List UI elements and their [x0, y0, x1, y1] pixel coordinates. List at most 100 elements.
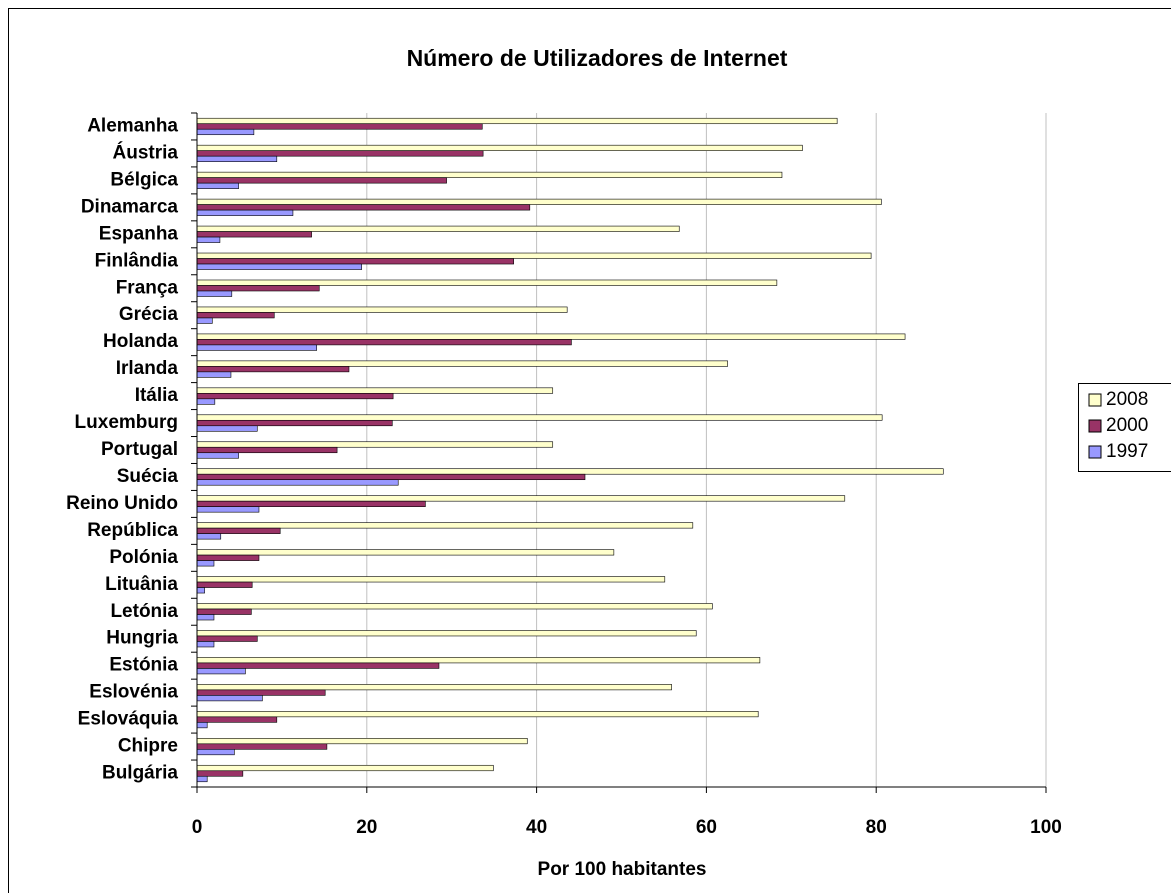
bar — [196, 344, 318, 351]
bar — [196, 716, 278, 723]
bar — [196, 608, 252, 615]
bar — [196, 581, 253, 588]
y-tick-label: República — [87, 520, 178, 541]
bar — [196, 775, 208, 783]
bar — [196, 479, 399, 486]
bar — [196, 452, 239, 459]
bar — [196, 441, 554, 448]
bar — [196, 204, 531, 211]
bar — [196, 695, 263, 702]
x-tick-label: 80 — [866, 817, 887, 838]
bar — [196, 635, 258, 642]
legend-label: 2000 — [1106, 415, 1148, 436]
bar — [196, 500, 426, 507]
y-tick-label: Reino Unido — [66, 493, 178, 514]
legend-label: 2008 — [1106, 389, 1148, 410]
bar — [196, 711, 759, 718]
bar — [196, 468, 944, 475]
bar — [196, 393, 394, 400]
bar — [196, 425, 258, 432]
chart-border — [8, 8, 1171, 893]
y-tick-label: Estónia — [109, 655, 178, 676]
y-tick-label: Finlândia — [95, 250, 179, 271]
bar — [196, 533, 222, 540]
bar — [196, 231, 312, 238]
x-tick-label: 40 — [526, 817, 547, 838]
y-tick-label: Luxemburg — [75, 412, 178, 433]
y-tick-label: Suécia — [117, 466, 179, 487]
bar — [196, 743, 328, 750]
legend-swatch — [1088, 419, 1102, 433]
y-tick-label: Irlanda — [116, 358, 179, 379]
y-tick-label: Espanha — [99, 223, 179, 244]
bar — [196, 155, 278, 162]
bar — [196, 177, 447, 184]
bar — [196, 306, 568, 313]
y-tick-label: Hungria — [106, 628, 178, 649]
y-tick-label: Bélgica — [110, 169, 178, 190]
bar — [196, 414, 883, 421]
bar — [196, 171, 783, 178]
bar — [196, 236, 221, 243]
bar — [196, 123, 483, 130]
y-tick-label: Eslováquia — [78, 709, 179, 730]
y-tick-label: França — [116, 277, 179, 298]
bar — [196, 371, 232, 378]
chart-title: Número de Utilizadores de Internet — [407, 45, 788, 71]
bar — [196, 770, 244, 777]
bar — [196, 689, 326, 696]
bar — [196, 366, 350, 373]
bar — [196, 312, 275, 319]
bar — [196, 603, 713, 610]
bar — [196, 387, 554, 394]
legend-label: 1997 — [1106, 441, 1148, 462]
bar — [196, 684, 672, 691]
bar — [196, 258, 514, 265]
y-tick-label: Dinamarca — [81, 196, 179, 217]
bar — [196, 333, 906, 340]
y-tick-label: Itália — [135, 385, 179, 406]
bar — [196, 117, 838, 125]
bar — [196, 419, 393, 427]
y-tick-label: Lituânia — [105, 574, 178, 595]
y-tick-label: Holanda — [103, 331, 178, 352]
bar — [196, 576, 666, 583]
bar — [196, 522, 694, 529]
bar — [196, 150, 484, 157]
bar — [196, 662, 440, 669]
bar — [196, 290, 233, 297]
bar — [196, 144, 803, 151]
bar — [196, 738, 528, 745]
bar — [196, 128, 255, 136]
x-tick-label: 20 — [356, 817, 377, 838]
bar — [196, 506, 260, 513]
bar — [196, 225, 680, 232]
y-tick-label: Polónia — [109, 547, 178, 568]
bar — [196, 360, 728, 367]
bar — [196, 279, 778, 286]
bar — [196, 263, 363, 270]
x-tick-label: 0 — [192, 817, 203, 838]
bar — [196, 614, 215, 621]
bar — [196, 198, 882, 205]
bar — [196, 209, 294, 216]
y-tick-label: Áustria — [113, 141, 179, 163]
x-tick-label: 100 — [1030, 817, 1062, 838]
bar — [196, 495, 846, 502]
bar — [196, 285, 320, 292]
bar — [196, 317, 213, 324]
bar — [196, 398, 216, 405]
bar — [196, 749, 235, 756]
bar — [196, 668, 246, 675]
bar — [196, 657, 761, 664]
bar — [196, 630, 697, 637]
bar — [196, 339, 572, 346]
bar — [196, 641, 215, 648]
bar — [196, 764, 494, 772]
y-tick-label: Chipre — [118, 736, 178, 757]
bar — [196, 554, 260, 561]
y-tick-label: Eslovénia — [89, 682, 178, 703]
bar — [196, 252, 872, 259]
x-tick-label: 60 — [696, 817, 717, 838]
